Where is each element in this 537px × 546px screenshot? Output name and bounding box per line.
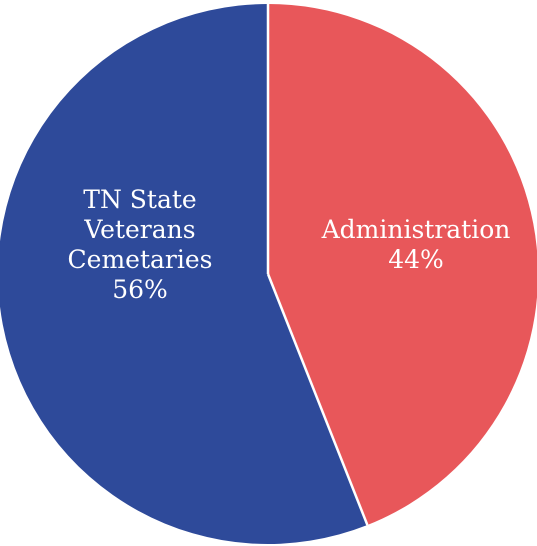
slice-name-line: Administration [321, 215, 511, 244]
slice-name-line: Veterans [83, 215, 195, 244]
pie-slice-administration [268, 4, 537, 526]
slice-value-label: 56% [112, 275, 168, 304]
slice-label-0: Administration 44% [321, 215, 511, 274]
slice-label-1: TN State Veterans Cemetaries 56% [68, 185, 213, 304]
slice-edge-end [266, 273, 369, 526]
slice-value-label: 44% [388, 245, 444, 274]
pie-slice-tn-state-veterans-cemetaries [0, 4, 368, 544]
slice-name-line: TN State [83, 185, 196, 214]
slice-name-line: Cemetaries [68, 245, 213, 274]
